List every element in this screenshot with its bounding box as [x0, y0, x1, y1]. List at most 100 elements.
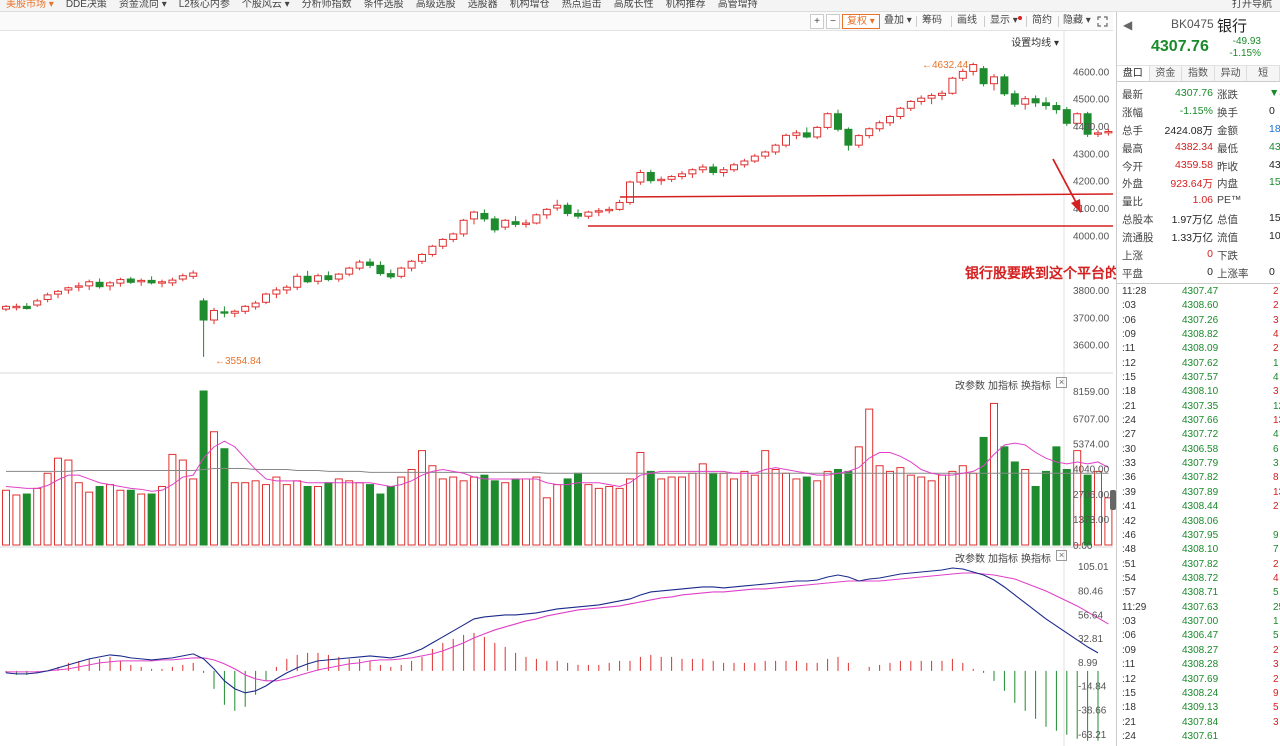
volume-edit-params[interactable]: 改参数	[955, 381, 985, 392]
volume-bar	[854, 446, 863, 546]
candle-body	[605, 208, 614, 212]
menu-stock-picker[interactable]: 选股器	[467, 0, 498, 10]
tick-price: 4307.61	[1182, 730, 1219, 742]
chart-canvas[interactable]: 4600.00 4500.00 4400.00 4300.00 4200.00 4100.…	[0, 31, 1113, 746]
set-ma-dropdown[interactable]: 设置均线 ▾	[1011, 38, 1059, 49]
tick-price: 4307.26	[1182, 314, 1219, 326]
back-arrow-icon[interactable]: ◀	[1123, 18, 1133, 32]
chips-button[interactable]: 筹码	[922, 15, 942, 26]
volume-bar	[366, 484, 374, 546]
tick-row: :18 4309.13 5	[1117, 700, 1280, 714]
volume-bar	[615, 487, 624, 546]
quote-label: 换手	[1217, 106, 1238, 119]
candle-body	[376, 264, 385, 275]
candle-body	[199, 300, 208, 321]
tab-short[interactable]: 短	[1247, 66, 1280, 81]
quote-value: 15.30	[1269, 212, 1280, 225]
volume-add-indicator[interactable]: 加指标	[988, 381, 1018, 392]
tick-list[interactable]: 11:28 4307.47 2:03 4308.60 2:06 4307.26 3:09 43…	[1117, 282, 1280, 744]
chart-area: 4600.00 4500.00 4400.00 4300.00 4200.00 4100.…	[0, 31, 1119, 746]
simple-mode-button[interactable]: 简约	[1032, 15, 1052, 26]
volume-bar	[147, 493, 156, 546]
volume-bar	[158, 485, 166, 546]
volume-bar	[314, 485, 322, 546]
price-axis-tick: 4600.00	[1073, 67, 1110, 78]
tab-index[interactable]: 指数	[1182, 66, 1215, 81]
candle-body	[709, 166, 718, 173]
menu-us-market[interactable]: 美股市场 ▾	[6, 0, 54, 10]
volume-close-icon[interactable]: ×	[1056, 377, 1067, 388]
tick-row: :21 4307.84 3	[1117, 715, 1280, 729]
menu-condition-select[interactable]: 条件选股	[363, 0, 404, 10]
volume-switch-indicator[interactable]: 换指标	[1021, 381, 1051, 392]
menu-dde[interactable]: DDE决策	[65, 0, 107, 10]
tab-order-book[interactable]: 盘口	[1117, 66, 1150, 81]
menu-analyst-index[interactable]: 分析师指数	[301, 0, 352, 10]
candle-body	[563, 204, 572, 214]
volume-bar	[802, 476, 811, 546]
candle-body	[366, 261, 374, 266]
candle-body	[979, 68, 988, 85]
fullscreen-icon[interactable]	[1097, 16, 1108, 27]
candle-body	[12, 305, 21, 309]
candle-body	[293, 275, 302, 288]
tick-volume: 5	[1273, 587, 1279, 599]
tick-volume: 4	[1273, 572, 1279, 584]
volume-bar	[262, 484, 270, 546]
quote-label: 最高	[1122, 142, 1143, 155]
volume-bar	[750, 474, 759, 546]
macd-add-indicator[interactable]: 加指标	[988, 554, 1018, 565]
quote-value: 4307.76	[1175, 87, 1213, 99]
macd-close-icon[interactable]: ×	[1056, 550, 1067, 561]
candle-body	[636, 171, 645, 183]
macd-switch-indicator[interactable]: 换指标	[1021, 554, 1051, 565]
hide-dropdown[interactable]: 隐藏 ▾	[1063, 15, 1091, 26]
menu-institution-add[interactable]: 机构增仓	[509, 0, 550, 10]
menu-stock-news[interactable]: 个股风云 ▾	[241, 0, 290, 10]
tick-price: 4308.28	[1182, 659, 1219, 671]
volume-bar	[657, 478, 666, 546]
quote-label: 量比	[1122, 196, 1143, 209]
rights-adjust-dropdown[interactable]: 复权 ▾	[842, 14, 880, 29]
volume-bar	[199, 390, 208, 546]
menu-capital-flow[interactable]: 资金流向 ▾	[118, 0, 167, 10]
quote-value: 1500.	[1269, 176, 1280, 189]
menu-high-growth[interactable]: 高成长性	[613, 0, 654, 10]
overlay-dropdown[interactable]: 叠加 ▾	[884, 15, 912, 26]
tab-abnormal[interactable]: 异动	[1215, 66, 1248, 81]
notification-dot-icon	[1018, 16, 1022, 20]
tick-price: 4307.63	[1182, 601, 1219, 613]
tick-price: 4307.82	[1182, 558, 1219, 570]
menu-institution-recommend[interactable]: 机构推荐	[665, 0, 706, 10]
tick-price: 4308.44	[1182, 501, 1219, 513]
candle-body	[95, 281, 104, 288]
candle-body	[85, 281, 94, 287]
volume-bar	[792, 478, 801, 546]
display-dropdown[interactable]: 显示 ▾	[990, 15, 1018, 26]
draw-line-button[interactable]: 画线	[957, 15, 977, 26]
volume-bar	[74, 482, 83, 546]
volume-bar	[542, 497, 551, 546]
volume-bar	[574, 472, 582, 546]
tab-capital[interactable]: 资金	[1150, 66, 1183, 81]
menu-exec-increase[interactable]: 高管增持	[717, 0, 758, 10]
candle-body	[74, 285, 83, 288]
tick-time: :51	[1122, 558, 1136, 570]
macd-axis-tick: -14.84	[1078, 682, 1107, 693]
macd-edit-params[interactable]: 改参数	[955, 554, 985, 565]
candle-body	[22, 305, 31, 310]
menu-hot-chase[interactable]: 热点追击	[561, 0, 602, 10]
volume-bar	[386, 485, 395, 546]
zoom-in-button[interactable]: +	[810, 14, 824, 29]
candle-body	[927, 94, 936, 99]
open-nav-button[interactable]: 打开导航	[1232, 0, 1272, 10]
volume-bar	[449, 476, 458, 546]
menu-l2-core[interactable]: L2核心内参	[178, 0, 230, 10]
quote-label: 上涨	[1122, 250, 1143, 263]
volume-bar	[688, 472, 697, 546]
zoom-out-button[interactable]: −	[826, 14, 840, 29]
volume-bar	[594, 487, 603, 546]
candle-body	[1073, 113, 1082, 124]
panel-collapse-handle[interactable]	[1110, 490, 1116, 510]
menu-advanced-select[interactable]: 高级选股	[415, 0, 456, 10]
